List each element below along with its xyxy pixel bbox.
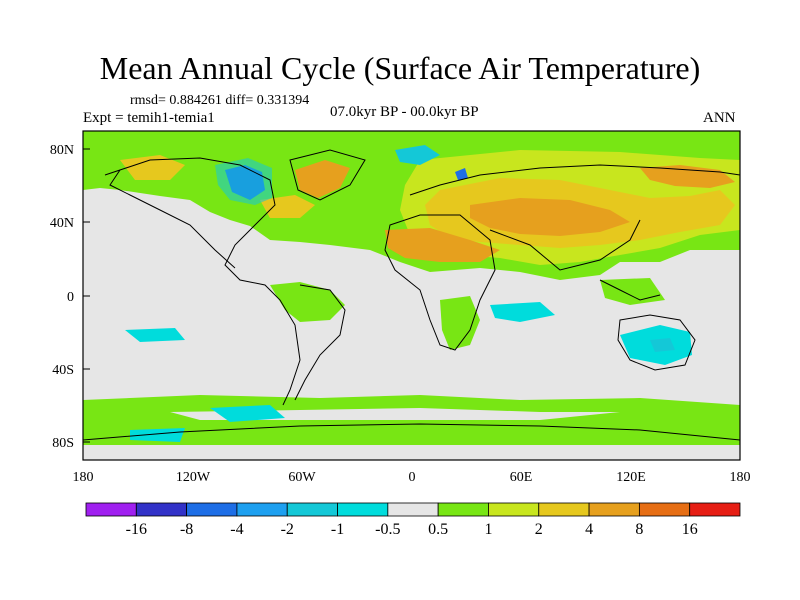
- lat-label-40S: 40S: [52, 363, 74, 378]
- colorbar: -16 -8 -4 -2 -1 -0.5 0.5 1 2 4 8 16: [85, 502, 741, 538]
- alaska-gold: [120, 155, 185, 180]
- lon-axis: 180 120W 60W 0 60E 120E 180: [73, 470, 751, 485]
- colorbar-swatch: [437, 502, 489, 517]
- colorbar-label: 8: [635, 521, 643, 538]
- colorbar-swatch: [186, 502, 238, 517]
- colorbar-label: 16: [682, 521, 698, 538]
- colorbar-label: 0.5: [428, 521, 448, 538]
- lat-label-40N: 40N: [50, 216, 74, 231]
- lon-label-180e: 180: [730, 470, 751, 485]
- australia-blue: [650, 338, 675, 352]
- hudson-cyan: [215, 158, 272, 205]
- experiment-label: Expt = temih1-temia1: [83, 110, 215, 126]
- colorbar-swatch: [588, 502, 640, 517]
- lat-label-80S: 80S: [52, 436, 74, 451]
- page-title: Mean Annual Cycle (Surface Air Temperatu…: [99, 50, 701, 86]
- colorbar-swatch: [488, 502, 540, 517]
- colorbar-label: -2: [281, 521, 294, 538]
- colorbar-swatch: [85, 502, 137, 517]
- antarctic-cyan-2: [130, 428, 185, 442]
- colorbar-label: -8: [180, 521, 193, 538]
- lat-axis: 80N 40N 0 40S 80S: [50, 143, 90, 451]
- colorbar-swatch: [286, 502, 338, 517]
- colorbar-label: -16: [126, 521, 147, 538]
- southamerica-green: [270, 282, 345, 322]
- colorbar-label: 4: [585, 521, 593, 538]
- colorbar-swatch: [337, 502, 389, 517]
- colorbar-swatch: [236, 502, 288, 517]
- lat-label-80N: 80N: [50, 143, 74, 158]
- lon-label-120E: 120E: [616, 470, 646, 485]
- lon-label-120W: 120W: [176, 470, 211, 485]
- greenland-orange: [295, 160, 350, 198]
- colorbar-swatch: [135, 502, 188, 517]
- colorbar-label: -1: [331, 521, 344, 538]
- colorbar-label: 2: [535, 521, 543, 538]
- barents-blue: [455, 168, 468, 180]
- colorbar-swatch: [538, 502, 590, 517]
- period-label: 07.0kyr BP - 00.0kyr BP: [330, 104, 479, 120]
- lon-label-0: 0: [409, 470, 416, 485]
- lon-label-60E: 60E: [510, 470, 533, 485]
- coastlines: [82, 149, 741, 441]
- colorbar-swatch: [689, 502, 741, 517]
- pacific-cyan: [125, 328, 185, 342]
- northafrica-orange: [385, 228, 500, 262]
- lat-label-0: 0: [67, 290, 74, 305]
- colorbar-label: -4: [230, 521, 243, 538]
- arctic-cyan: [395, 145, 440, 165]
- antarctic-cyan-1: [210, 405, 285, 422]
- colorbar-swatch: [387, 502, 439, 517]
- eurasia-orange: [470, 198, 630, 236]
- lon-label-60W: 60W: [288, 470, 316, 485]
- season-label: ANN: [703, 110, 736, 126]
- colorbar-swatch: [638, 502, 691, 517]
- siberia-orange: [640, 165, 735, 188]
- lon-label-180w: 180: [73, 470, 94, 485]
- colorbar-label: -0.5: [375, 521, 400, 538]
- map-panel: [82, 130, 741, 461]
- colorbar-label: 1: [484, 521, 492, 538]
- africa-green: [440, 296, 480, 350]
- stats-text: rmsd= 0.884261 diff= 0.331394: [130, 93, 310, 108]
- indianocean-cyan: [490, 302, 555, 322]
